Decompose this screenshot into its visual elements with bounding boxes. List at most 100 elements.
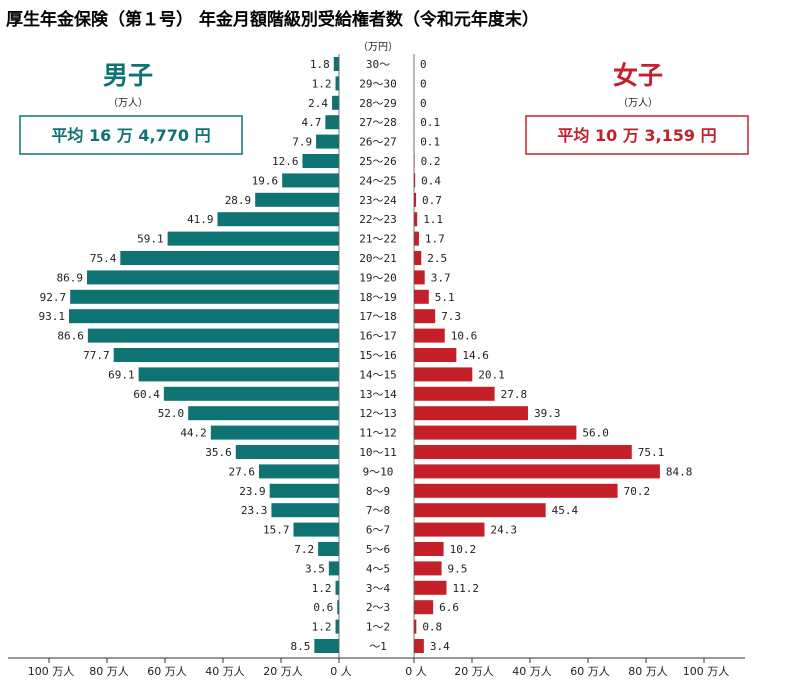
female-value-label: 0 [420, 58, 427, 71]
female-bar [414, 231, 419, 246]
female-series-label: 女子 [613, 61, 663, 90]
female-bar [414, 173, 416, 188]
male-value-label: 1.8 [310, 58, 330, 71]
category-label: 1～2 [366, 621, 390, 634]
male-value-label: 52.0 [158, 407, 185, 420]
female-value-label: 1.7 [425, 233, 445, 246]
male-average-text: 平均 16 万 4,770 円 [51, 126, 210, 145]
male-bar [113, 348, 339, 362]
category-label: 8～9 [366, 485, 390, 498]
male-value-label: 23.3 [241, 504, 268, 517]
male-value-label: 1.2 [312, 582, 332, 595]
male-bar [335, 619, 339, 634]
male-bar [163, 386, 339, 401]
category-label: 26～27 [359, 136, 397, 149]
male-bar [255, 192, 339, 207]
male-bar [318, 542, 339, 556]
male-series-label: 男子 [103, 61, 153, 90]
male-bar [120, 251, 339, 265]
female-value-label: 1.1 [423, 213, 443, 226]
male-value-label: 93.1 [39, 310, 66, 323]
category-label: 15～16 [359, 349, 397, 362]
male-value-label: 23.9 [239, 485, 266, 498]
female-value-label: 0.2 [421, 155, 441, 168]
category-label: 5～6 [366, 543, 390, 556]
female-value-label: 10.6 [451, 330, 478, 343]
category-label: 14～15 [359, 368, 397, 381]
male-value-label: 77.7 [83, 349, 110, 362]
female-bar [414, 212, 418, 227]
female-axis-tick-label: 60 万人 [570, 665, 610, 678]
male-bar [337, 600, 339, 615]
female-bar [414, 406, 528, 421]
female-axis-tick-label: 20 万人 [454, 665, 494, 678]
male-bar [210, 425, 339, 440]
category-label: 9～10 [363, 465, 394, 478]
female-bar [414, 561, 442, 576]
category-label: 21～22 [359, 233, 397, 246]
female-axis-tick-label: 0 人 [405, 665, 427, 678]
category-header: （万円） [358, 41, 398, 53]
female-value-label: 0.1 [420, 136, 440, 149]
female-value-label: 9.5 [448, 562, 468, 575]
female-value-label: 75.1 [638, 446, 665, 459]
male-axis-tick-label: 60 万人 [147, 665, 187, 678]
female-value-label: 0.7 [422, 194, 442, 207]
female-bar [414, 425, 577, 440]
category-label: 4～5 [366, 562, 390, 575]
male-value-label: 0.6 [313, 601, 333, 614]
female-value-label: 5.1 [435, 291, 455, 304]
male-bar [86, 270, 340, 285]
female-bar [414, 619, 417, 634]
male-value-label: 28.9 [225, 194, 252, 207]
male-bar [258, 464, 339, 479]
category-label: 28～29 [359, 97, 397, 110]
male-value-label: 44.2 [180, 427, 207, 440]
male-value-label: 59.1 [137, 233, 164, 246]
category-label: 19～20 [359, 271, 397, 284]
female-bar [414, 483, 618, 498]
male-value-label: 19.6 [252, 174, 279, 187]
category-label: 7～8 [366, 504, 390, 517]
male-value-label: 8.5 [290, 640, 310, 653]
female-value-label: 14.6 [462, 349, 489, 362]
female-bar [414, 445, 632, 459]
male-value-label: 86.6 [57, 330, 84, 343]
female-bar [414, 542, 444, 556]
female-value-label: 27.8 [501, 388, 528, 401]
category-label: 17～18 [359, 310, 397, 323]
female-axis-tick-label: 40 万人 [512, 665, 552, 678]
male-axis-tick-label: 20 万人 [263, 665, 303, 678]
male-value-label: 2.4 [308, 97, 328, 110]
male-value-label: 1.2 [312, 621, 332, 634]
female-bar [414, 367, 473, 382]
male-bar [293, 522, 339, 537]
male-value-label: 35.6 [205, 446, 232, 459]
female-value-label: 7.3 [441, 310, 461, 323]
male-axis-tick-label: 0 人 [330, 665, 352, 678]
male-bar [188, 406, 339, 421]
female-value-label: 0 [420, 77, 427, 90]
male-value-label: 3.5 [305, 562, 325, 575]
female-bar [414, 289, 429, 304]
male-value-label: 12.6 [272, 155, 299, 168]
male-value-label: 7.2 [294, 543, 314, 556]
category-label: 10～11 [359, 446, 397, 459]
category-label: 6～7 [366, 524, 390, 537]
male-bar [335, 580, 339, 595]
bars-layer: 30～ 1.8 0 29～30 1.2 0 28～29 2.4 0 27～28 4.7 0.1 26～2… [39, 57, 693, 653]
female-bar [414, 522, 485, 537]
category-label: 2～3 [366, 601, 390, 614]
male-bar [335, 76, 339, 91]
male-value-label: 7.9 [292, 136, 312, 149]
female-bar [414, 639, 424, 653]
male-axis-tick-label: 40 万人 [205, 665, 245, 678]
male-axis-tick-label: 100 万人 [28, 665, 75, 678]
female-value-label: 3.7 [431, 271, 451, 284]
female-value-label: 2.5 [427, 252, 447, 265]
female-value-label: 84.8 [666, 465, 693, 478]
male-value-label: 75.4 [90, 252, 117, 265]
female-bar [414, 600, 434, 615]
female-value-label: 10.2 [450, 543, 477, 556]
